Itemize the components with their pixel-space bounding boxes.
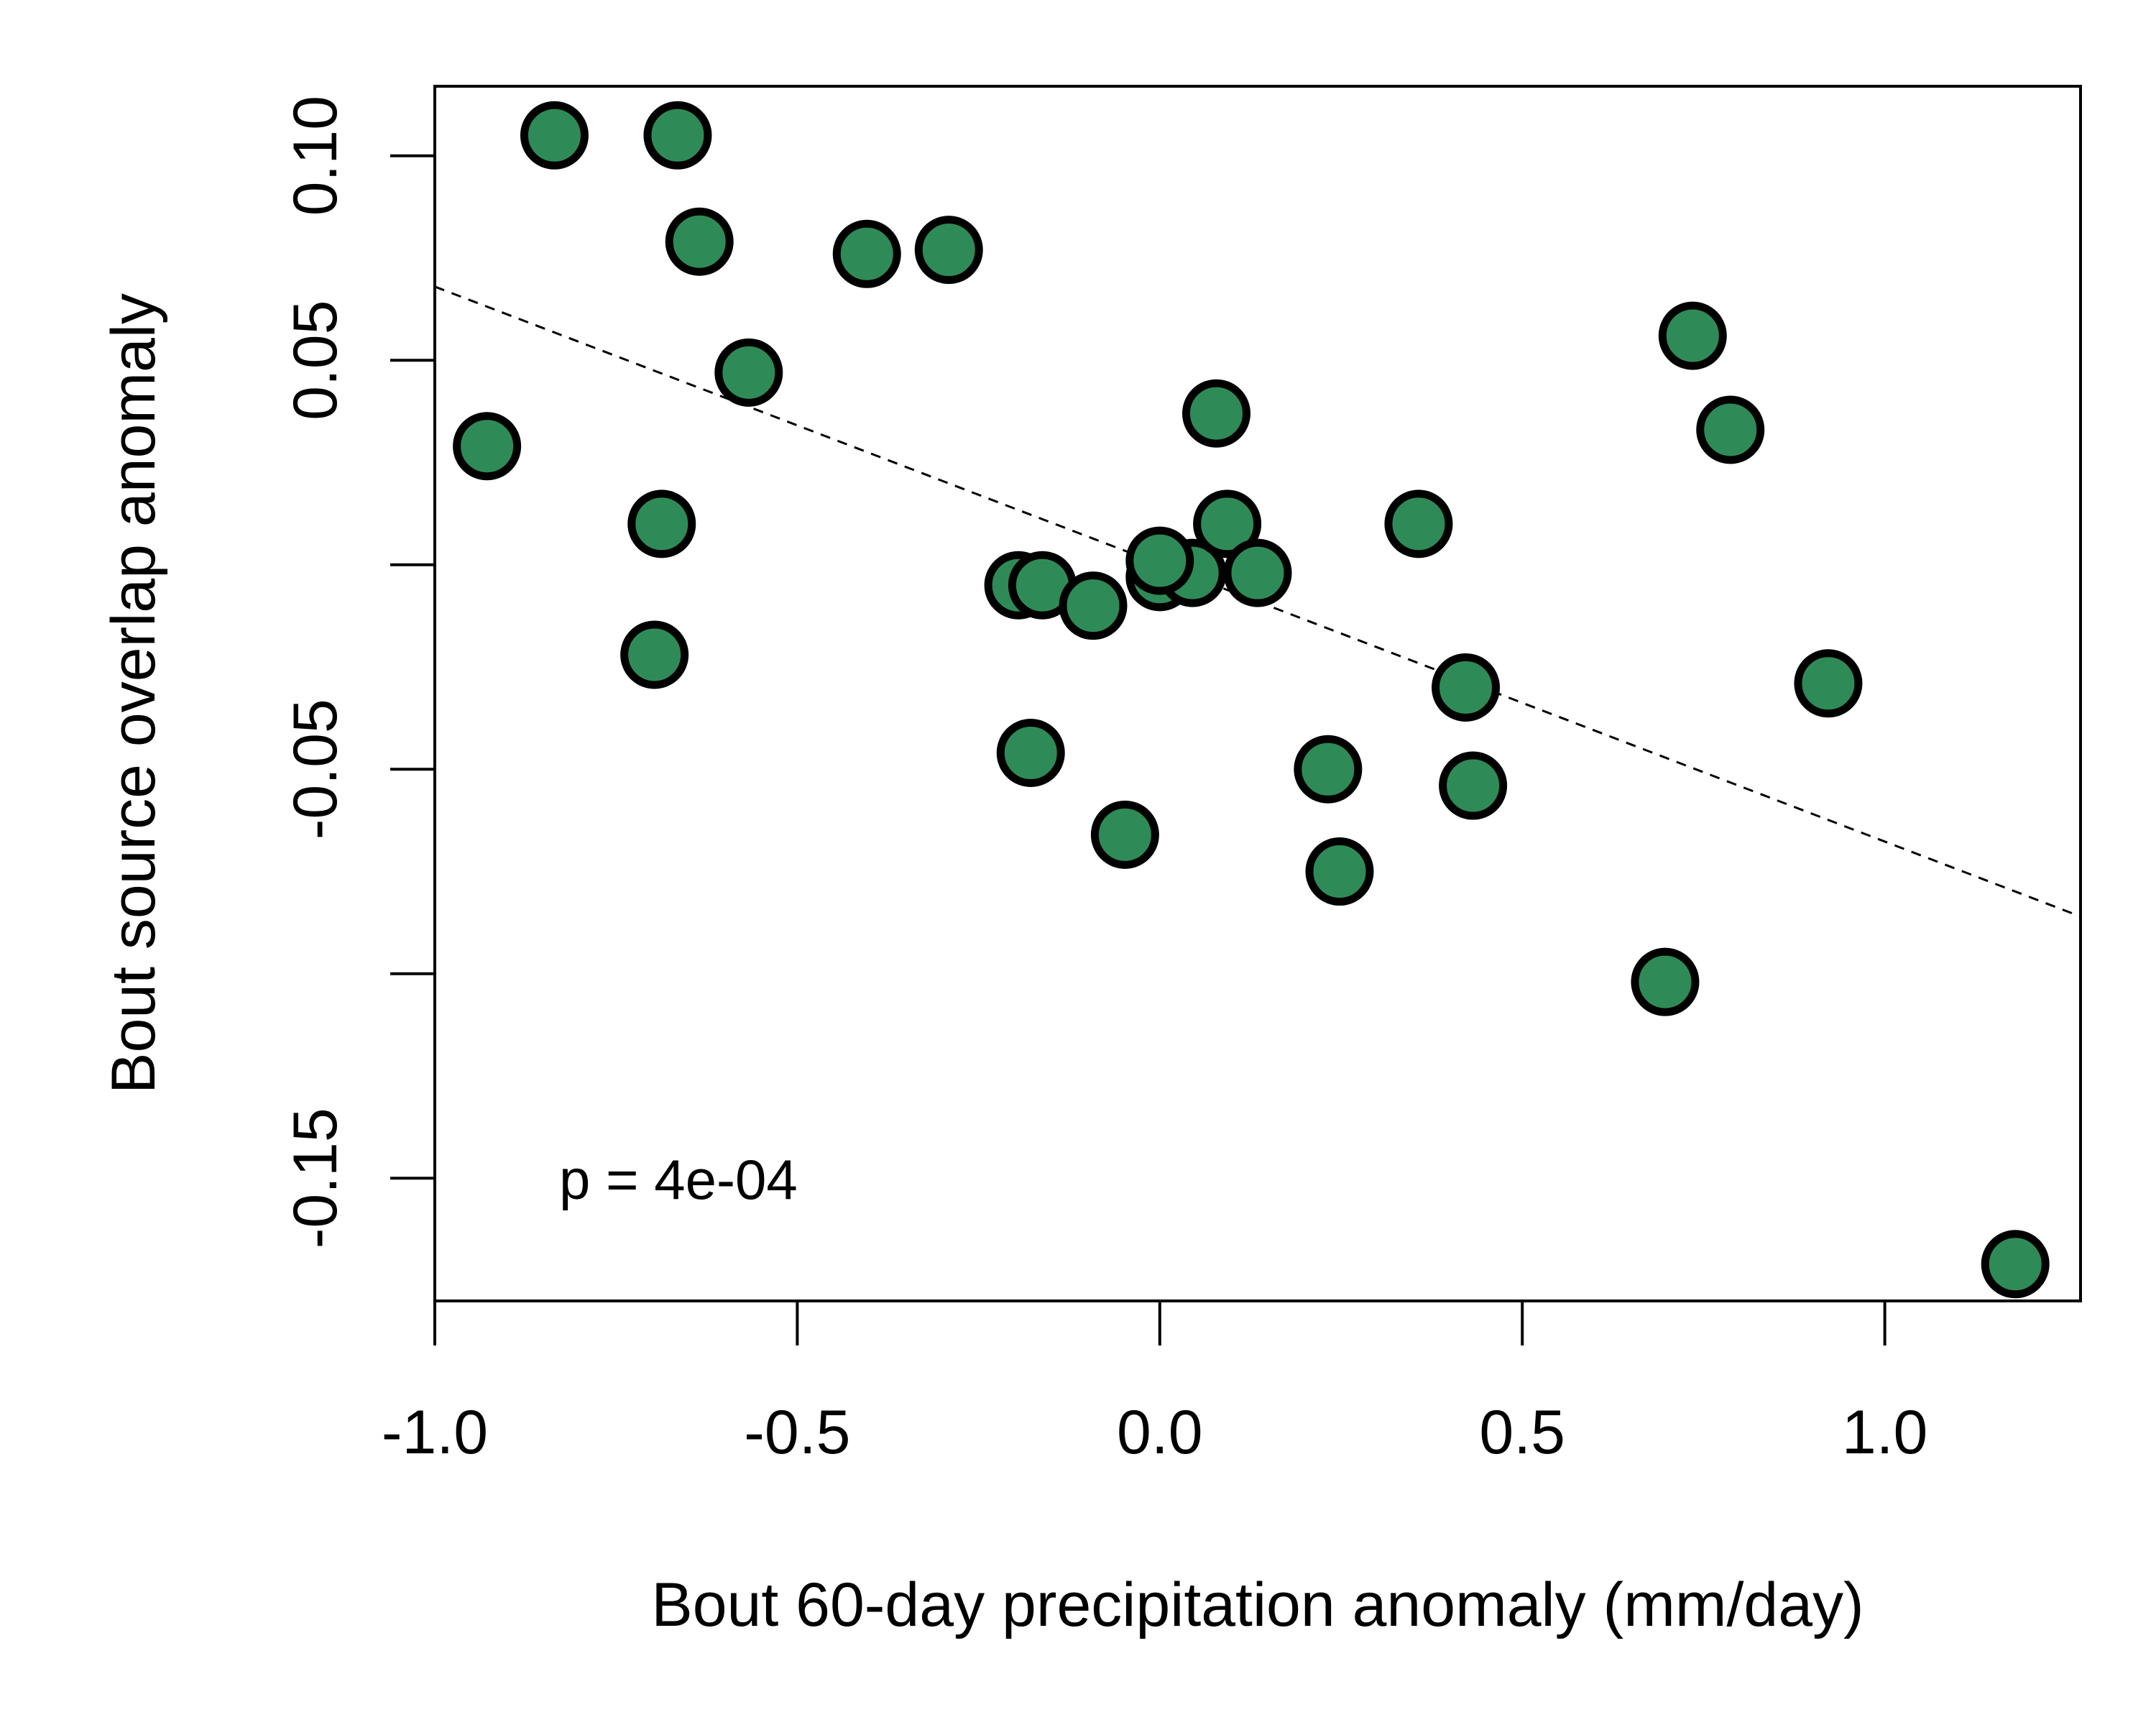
data-point (1181, 379, 1250, 448)
data-point (1631, 947, 1700, 1016)
data-point (520, 101, 589, 170)
data-point (1658, 301, 1727, 370)
y-tick-label: -0.05 (281, 699, 350, 840)
p-value-annotation: p = 4e-04 (559, 1148, 798, 1211)
x-axis-label: Bout 60-day precipitation anomaly (mm/da… (651, 1570, 1864, 1639)
y-tick-label: 0.05 (281, 300, 350, 420)
x-tick-label: -1.0 (382, 1398, 488, 1467)
data-point (1384, 489, 1453, 558)
data-point (832, 219, 901, 288)
y-axis-label: Bout source overlap anomaly (99, 293, 168, 1094)
data-point (665, 207, 734, 276)
data-point (1696, 395, 1765, 464)
y-axis: 0.10 0.05 -0.05 -0.15 (281, 96, 435, 1248)
data-point (1059, 571, 1128, 640)
x-tick-label: 0.5 (1479, 1398, 1565, 1467)
x-axis: -1.0 -0.5 0.0 0.5 1.0 (382, 1300, 1928, 1467)
data-point (453, 412, 522, 481)
data-point (1223, 538, 1292, 607)
data-points (453, 101, 2050, 1299)
data-point (914, 216, 983, 285)
x-tick-label: 0.0 (1117, 1398, 1203, 1467)
data-point (1193, 489, 1262, 558)
data-point (996, 719, 1065, 788)
data-point (1439, 751, 1508, 820)
y-tick-label: 0.10 (281, 96, 350, 216)
data-point (1090, 800, 1159, 869)
data-point (1305, 837, 1374, 906)
data-point (1981, 1230, 2050, 1299)
data-point (1125, 526, 1194, 595)
data-point (627, 489, 696, 558)
y-tick-label: -0.15 (281, 1108, 350, 1248)
data-point (643, 101, 712, 170)
data-point (1794, 649, 1863, 718)
data-point (620, 620, 689, 689)
x-tick-label: 1.0 (1842, 1398, 1928, 1467)
data-point (714, 338, 783, 407)
x-tick-label: -0.5 (744, 1398, 850, 1467)
data-point (1294, 735, 1363, 804)
data-point (1432, 653, 1501, 722)
